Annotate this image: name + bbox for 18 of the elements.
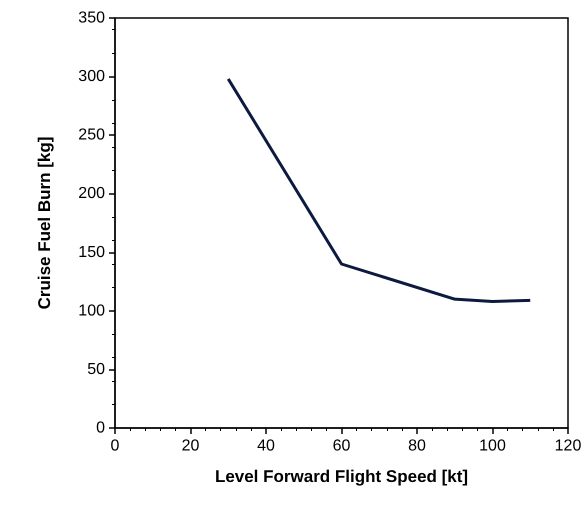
y-tick-label: 50 — [87, 360, 106, 378]
y-tick-label: 350 — [78, 10, 106, 26]
y-axis-title: Cruise Fuel Burn [kg] — [35, 136, 54, 310]
y-tick-label: 250 — [78, 126, 106, 144]
y-tick-label: 150 — [78, 244, 106, 261]
x-tick-label: 40 — [257, 438, 275, 454]
y-tick-label: 100 — [78, 302, 106, 320]
x-axis-title: Level Forward Flight Speed [kt] — [214, 467, 468, 486]
y-tick-label: 300 — [78, 68, 106, 86]
x-tick-label: 100 — [479, 438, 506, 454]
x-tick-label: 20 — [182, 438, 200, 454]
x-tick-label: 0 — [110, 438, 120, 454]
x-tick-label: 80 — [408, 438, 426, 454]
y-tick-label: 0 — [96, 420, 106, 436]
line-series — [226, 77, 532, 303]
x-tick-label: 120 — [554, 438, 582, 454]
y-tick-label: 200 — [78, 185, 106, 202]
x-tick-label: 60 — [332, 438, 350, 454]
